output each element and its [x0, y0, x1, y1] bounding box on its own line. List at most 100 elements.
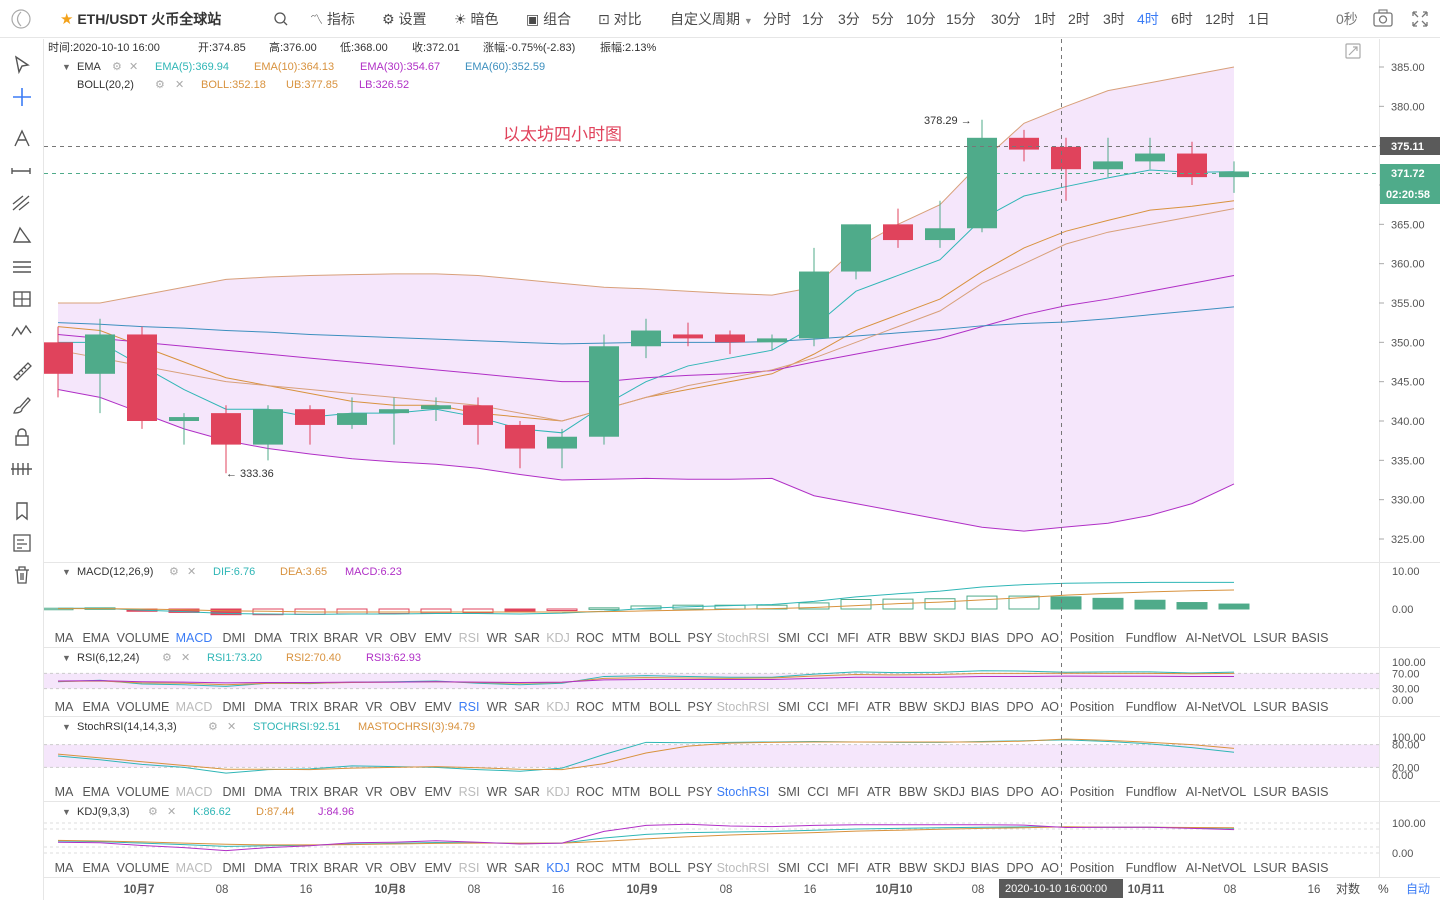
indicator-tab[interactable]: EMA [82, 861, 110, 875]
indicator-tab[interactable]: SMI [778, 700, 800, 714]
indicator-tab[interactable]: AO [1041, 861, 1059, 875]
indicator-tab[interactable]: DMI [223, 861, 246, 875]
rsi-pane[interactable] [44, 670, 1379, 690]
indicator-tab[interactable]: PSY [687, 785, 713, 799]
chart-annotation[interactable]: 以太坊四小时图 [503, 125, 622, 144]
period-tab[interactable]: 1时 [1034, 11, 1056, 27]
indicator-tab[interactable]: RSI [459, 700, 480, 714]
indicator-tab[interactable]: Position [1070, 785, 1115, 799]
indicator-tab[interactable]: CCI [807, 631, 829, 645]
auto-scale-button[interactable]: 自动 [1406, 882, 1430, 896]
indicator-tab[interactable]: MFI [837, 700, 859, 714]
indicator-tab[interactable]: RSI [459, 785, 480, 799]
indicator-tab[interactable]: BBW [899, 785, 928, 799]
indicator-tab[interactable]: AI-NetVOL [1186, 861, 1246, 875]
indicator-tab[interactable]: BBW [899, 631, 928, 645]
indicator-tab[interactable]: BASIS [1292, 631, 1329, 645]
indicator-tab[interactable]: VOLUME [117, 785, 170, 799]
macd-pane[interactable] [42, 581, 1250, 616]
indicators-button[interactable]: 〽 指标 [310, 11, 355, 27]
custom-period-dropdown[interactable]: 自定义周期 ▼ [670, 11, 753, 27]
indicator-tab[interactable]: TRIX [290, 785, 319, 799]
indicator-tab[interactable]: VOLUME [117, 631, 170, 645]
indicator-tab[interactable]: CCI [807, 700, 829, 714]
indicator-tab[interactable]: DPO [1006, 631, 1033, 645]
indicator-tab[interactable]: Position [1070, 631, 1115, 645]
period-tab[interactable]: 分时 [763, 11, 791, 27]
indicator-tab[interactable]: MACD [176, 785, 213, 799]
indicator-tab[interactable]: ROC [576, 861, 604, 875]
indicator-tab[interactable]: BASIS [1292, 785, 1329, 799]
indicator-tab[interactable]: VOLUME [117, 700, 170, 714]
period-tab[interactable]: 30分 [991, 11, 1021, 27]
indicator-tab[interactable]: DMA [254, 700, 282, 714]
rectangle-tool-icon[interactable] [10, 287, 34, 311]
period-tab[interactable]: 3分 [838, 11, 860, 27]
settings-button[interactable]: ⚙ 设置 [382, 11, 427, 27]
indicator-tab[interactable]: EMA [82, 785, 110, 799]
stochrsi-pane[interactable] [44, 738, 1379, 774]
indicator-tab[interactable]: WR [487, 700, 508, 714]
indicator-tab[interactable]: RSI [459, 631, 480, 645]
indicator-tab[interactable]: BASIS [1292, 700, 1329, 714]
period-tab[interactable]: 1日 [1248, 11, 1270, 27]
indicator-tab[interactable]: OBV [390, 861, 417, 875]
indicator-tab[interactable]: BRAR [324, 631, 359, 645]
indicator-tab[interactable]: DMA [254, 631, 282, 645]
indicator-tab[interactable]: VOLUME [117, 861, 170, 875]
period-tab[interactable]: 10分 [906, 11, 936, 27]
indicator-tab[interactable]: WR [487, 631, 508, 645]
indicator-tab[interactable]: EMA [82, 700, 110, 714]
indicator-tab[interactable]: DPO [1006, 700, 1033, 714]
indicator-tab[interactable]: EMV [424, 861, 452, 875]
indicator-tab[interactable]: SKDJ [933, 631, 965, 645]
indicator-tab[interactable]: SAR [514, 700, 540, 714]
indicator-tab[interactable]: SKDJ [933, 861, 965, 875]
triangle-tool-icon[interactable] [10, 223, 34, 247]
ruler-icon[interactable] [10, 359, 34, 383]
indicator-tab[interactable]: EMV [424, 631, 452, 645]
period-tab[interactable]: 1分 [802, 11, 824, 27]
trash-icon[interactable] [10, 563, 34, 587]
indicator-tab[interactable]: MACD [176, 700, 213, 714]
text-tool-icon[interactable] [10, 127, 34, 151]
indicator-tab[interactable]: StochRSI [717, 861, 770, 875]
indicator-tabs-stochrsi[interactable]: MA EMA VOLUME MACD DMI DMA TRIX BRAR VR OBV EMV RSI… [55, 785, 1329, 799]
indicator-tab[interactable]: WR [487, 785, 508, 799]
indicator-tab[interactable]: BASIS [1292, 861, 1329, 875]
indicator-tab[interactable]: AI-NetVOL [1186, 785, 1246, 799]
indicator-tab[interactable]: EMV [424, 785, 452, 799]
indicator-tab[interactable]: ATR [867, 631, 891, 645]
star-icon[interactable]: ★ [60, 11, 74, 28]
time-axis[interactable]: 10月7 08 16 10月8 08 16 10月9 08 16 10月10 08 10月11 08 16 [124, 883, 1321, 896]
period-tab[interactable]: 15分 [946, 11, 976, 27]
kdj-pane[interactable] [44, 822, 1379, 854]
period-tab[interactable]: 2时 [1068, 11, 1090, 27]
indicator-tab[interactable]: MTM [612, 861, 640, 875]
indicator-tab[interactable]: AI-NetVOL [1186, 631, 1246, 645]
indicator-tab[interactable]: TRIX [290, 700, 319, 714]
indicator-tab[interactable]: PSY [687, 700, 713, 714]
search-icon[interactable] [273, 0, 289, 38]
indicator-tab[interactable]: LSUR [1253, 861, 1286, 875]
indicator-tabs-macd[interactable]: MA EMA VOLUME MACD DMI DMA TRIX BRAR VR OBV EMV RSI… [55, 631, 1329, 645]
indicator-tab[interactable]: LSUR [1253, 700, 1286, 714]
indicator-tab[interactable]: BBW [899, 861, 928, 875]
indicator-tab[interactable]: DMI [223, 700, 246, 714]
camera-icon[interactable] [1372, 0, 1394, 38]
indicator-tab[interactable]: Fundflow [1126, 861, 1178, 875]
brush-icon[interactable] [10, 393, 34, 417]
indicator-tab[interactable]: CCI [807, 861, 829, 875]
indicator-tab[interactable]: BOLL [649, 785, 681, 799]
indicator-tab[interactable]: PSY [687, 861, 713, 875]
indicator-tab[interactable]: KDJ [546, 631, 570, 645]
indicator-tabs-kdj[interactable]: MA EMA VOLUME MACD DMI DMA TRIX BRAR VR OBV EMV RSI… [55, 861, 1329, 875]
indicator-tab[interactable]: DMI [223, 631, 246, 645]
indicator-tab[interactable]: SAR [514, 785, 540, 799]
indicator-tab[interactable]: SAR [514, 631, 540, 645]
indicator-tab[interactable]: OBV [390, 631, 417, 645]
period-tab[interactable]: 12时 [1205, 11, 1235, 27]
magnet-icon[interactable] [10, 457, 34, 481]
indicator-tab[interactable]: MACD [176, 861, 213, 875]
indicator-tab[interactable]: AO [1041, 785, 1059, 799]
